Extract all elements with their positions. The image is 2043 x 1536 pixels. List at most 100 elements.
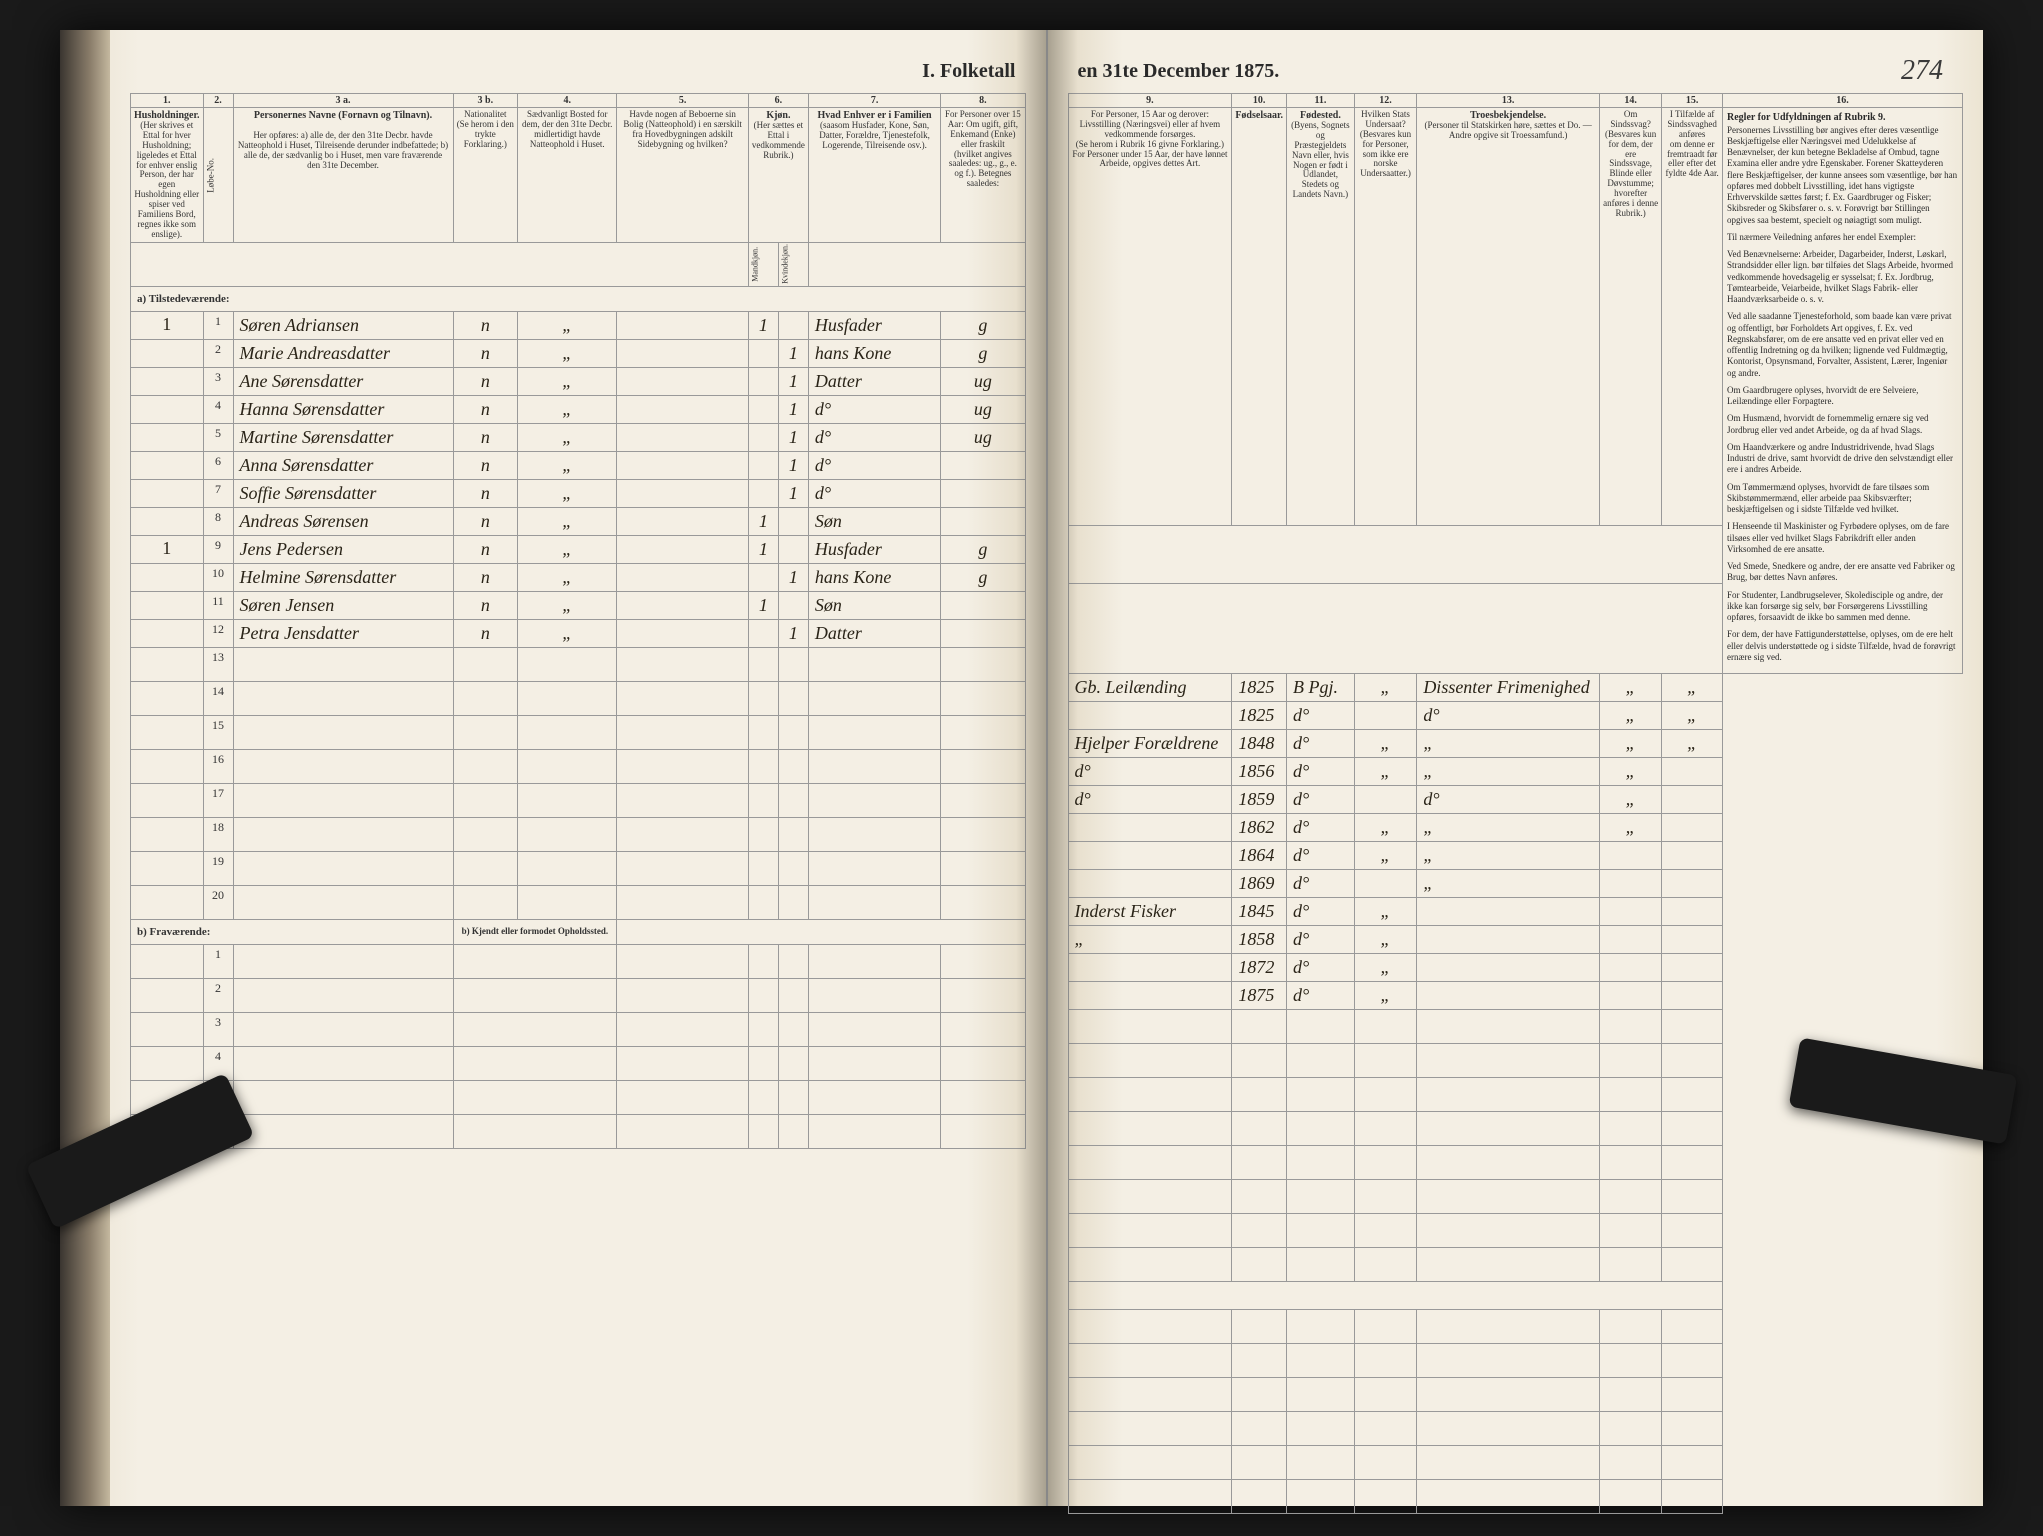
table-row [1068, 1112, 1963, 1146]
occupation: Inderst Fisker [1068, 898, 1232, 926]
female: 1 [778, 340, 808, 368]
residence: „ [518, 620, 617, 648]
insane-age [1662, 926, 1723, 954]
insane-age: „ [1662, 674, 1723, 702]
occupation [1068, 842, 1232, 870]
birth-place: d° [1287, 702, 1355, 730]
occupation [1068, 814, 1232, 842]
insane: „ [1599, 702, 1661, 730]
insane-age [1662, 982, 1723, 1010]
female: 1 [778, 424, 808, 452]
occupation: Hjelper Forældrene [1068, 730, 1232, 758]
table-row [1068, 1146, 1963, 1180]
table-row: 11Søren Jensenn„1Søn [131, 592, 1026, 620]
h11: Fødested.(Byens, Sognets og Præstegjelde… [1287, 108, 1355, 526]
instruction-paragraph: Ved alle saadanne Tjenesteforhold, som b… [1727, 311, 1958, 379]
birth-place: B Pgj. [1287, 674, 1355, 702]
person-name: Hanna Sørensdatter [233, 396, 453, 424]
h8: For Personer over 15 Aar: Om ugift, gift… [941, 108, 1025, 243]
family-role: Datter [808, 620, 940, 648]
table-row: 3Ane Sørensdattern„1Datterug [131, 368, 1026, 396]
h6: Kjøn.(Her sættes et Ettal i vedkommende … [748, 108, 808, 243]
row-num: 9 [203, 536, 233, 564]
family-role: d° [808, 424, 940, 452]
female [778, 592, 808, 620]
page-number: 274 [1901, 55, 1943, 87]
residence: „ [518, 564, 617, 592]
h4: Sædvanligt Bosted for dem, der den 31te … [518, 108, 617, 243]
household-num [131, 452, 204, 480]
census-table-right: 9. 10. 11. 12. 13. 14. 15. 16. For Perso… [1068, 93, 1964, 1514]
person-name: Andreas Sørensen [233, 508, 453, 536]
h3a: Personernes Navne (Fornavn og Tilnavn).H… [233, 108, 453, 243]
birth-place: d° [1287, 814, 1355, 842]
marital [941, 480, 1025, 508]
family-role: Husfader [808, 536, 940, 564]
male: 1 [748, 592, 778, 620]
family-role: hans Kone [808, 564, 940, 592]
family-role: d° [808, 396, 940, 424]
table-row: 15 [131, 716, 1026, 750]
column-header-row-r: For Personer, 15 Aar og derover: Livssti… [1068, 108, 1963, 526]
instruction-paragraph: Til nærmere Veiledning anføres her endel… [1727, 232, 1958, 243]
citizenship: „ [1354, 814, 1417, 842]
person-name: Petra Jensdatter [233, 620, 453, 648]
table-row: 1875d°„ [1068, 982, 1963, 1010]
table-row: 13 [131, 648, 1026, 682]
birth-year: 1825 [1232, 674, 1287, 702]
table-row: 7Soffie Sørensdattern„1d° [131, 480, 1026, 508]
col-14: 14. [1599, 94, 1661, 108]
side-building [617, 312, 749, 340]
birth-year: 1864 [1232, 842, 1287, 870]
citizenship: „ [1354, 926, 1417, 954]
side-building [617, 340, 749, 368]
insane: „ [1599, 730, 1661, 758]
row-num: 5 [203, 424, 233, 452]
male: 1 [748, 312, 778, 340]
table-row: „1858d°„ [1068, 926, 1963, 954]
occupation: d° [1068, 758, 1232, 786]
h1: Husholdninger.(Her skrives et Ettal for … [131, 108, 204, 243]
col-10: 10. [1232, 94, 1287, 108]
marital: g [941, 564, 1025, 592]
row-num: 2 [203, 340, 233, 368]
instruction-paragraph: For Studenter, Landbrugselever, Skoledis… [1727, 590, 1958, 624]
page-title-right: en 31te December 1875. [1068, 60, 1964, 83]
household-num [131, 480, 204, 508]
table-row: 4 [131, 1047, 1026, 1081]
col-15: 15. [1662, 94, 1723, 108]
page-right: 274 en 31te December 1875. 9. 10. 11. 12… [1048, 30, 1984, 1506]
family-role: Søn [808, 508, 940, 536]
col-1: 1. [131, 94, 204, 108]
insane-age [1662, 898, 1723, 926]
marital: g [941, 536, 1025, 564]
table-row: 1864d°„„ [1068, 842, 1963, 870]
person-name: Marie Andreasdatter [233, 340, 453, 368]
residence: „ [518, 508, 617, 536]
side-building [617, 592, 749, 620]
occupation [1068, 870, 1232, 898]
birth-place: d° [1287, 982, 1355, 1010]
table-row: 5 [131, 1081, 1026, 1115]
occupation [1068, 954, 1232, 982]
table-row: 4Hanna Sørensdattern„1d°ug [131, 396, 1026, 424]
family-role: d° [808, 480, 940, 508]
birth-place: d° [1287, 954, 1355, 982]
household-num [131, 424, 204, 452]
male [748, 396, 778, 424]
table-row: 5Martine Sørensdattern„1d°ug [131, 424, 1026, 452]
insane [1599, 954, 1661, 982]
insane [1599, 870, 1661, 898]
row-num: 1 [203, 312, 233, 340]
table-row: 1862d°„„„ [1068, 814, 1963, 842]
religion [1417, 898, 1600, 926]
person-name: Soffie Sørensdatter [233, 480, 453, 508]
religion: „ [1417, 814, 1600, 842]
h15: I Tilfælde af Sindssvaghed anføresom den… [1662, 108, 1723, 526]
male [748, 452, 778, 480]
instruction-paragraph: I Henseende til Maskinister og Fyrbødere… [1727, 521, 1958, 555]
h6a: Mandkjøn. [748, 242, 778, 287]
occupation [1068, 702, 1232, 730]
birth-year: 1848 [1232, 730, 1287, 758]
row-num: 10 [203, 564, 233, 592]
